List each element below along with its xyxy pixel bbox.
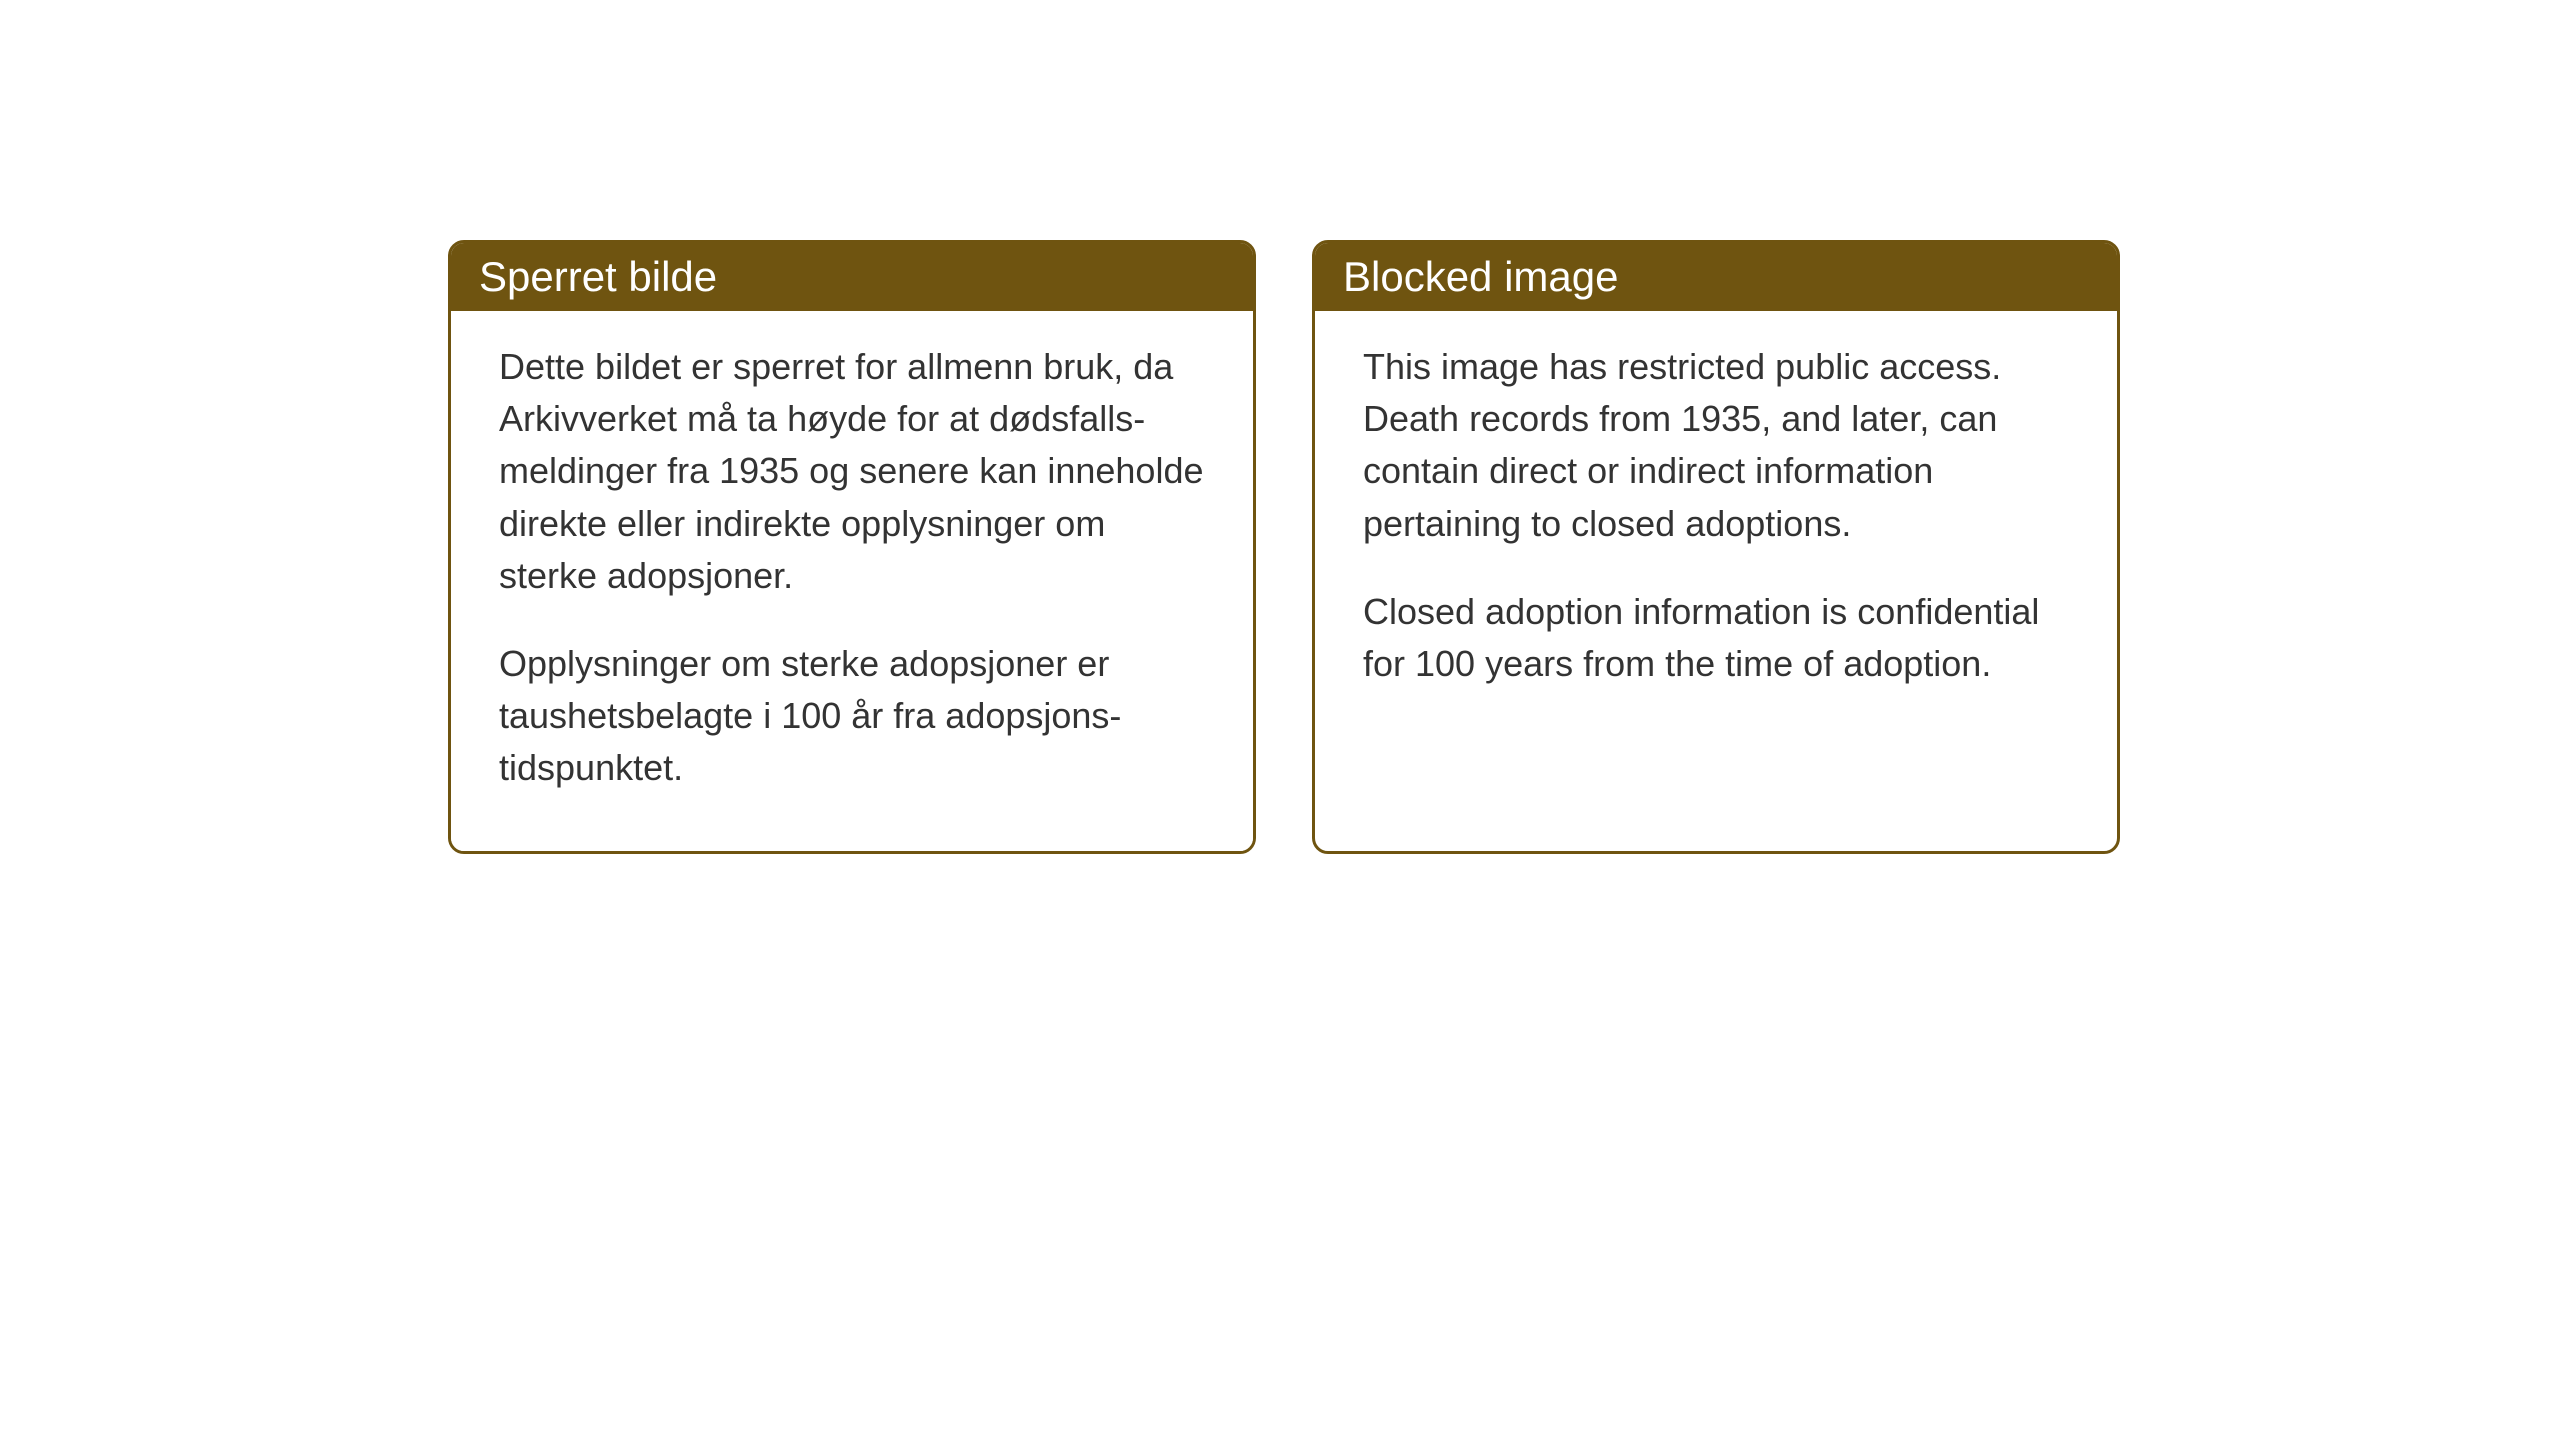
norwegian-card: Sperret bilde Dette bildet er sperret fo… bbox=[448, 240, 1256, 854]
norwegian-card-header: Sperret bilde bbox=[451, 243, 1253, 311]
english-card: Blocked image This image has restricted … bbox=[1312, 240, 2120, 854]
norwegian-paragraph-1: Dette bildet er sperret for allmenn bruk… bbox=[499, 341, 1205, 602]
norwegian-paragraph-2: Opplysninger om sterke adopsjoner er tau… bbox=[499, 638, 1205, 795]
english-card-header: Blocked image bbox=[1315, 243, 2117, 311]
norwegian-card-body: Dette bildet er sperret for allmenn bruk… bbox=[451, 311, 1253, 851]
english-card-title: Blocked image bbox=[1343, 253, 1618, 300]
english-card-body: This image has restricted public access.… bbox=[1315, 311, 2117, 746]
english-paragraph-2: Closed adoption information is confident… bbox=[1363, 586, 2069, 690]
norwegian-card-title: Sperret bilde bbox=[479, 253, 717, 300]
cards-container: Sperret bilde Dette bildet er sperret fo… bbox=[448, 240, 2120, 854]
english-paragraph-1: This image has restricted public access.… bbox=[1363, 341, 2069, 550]
